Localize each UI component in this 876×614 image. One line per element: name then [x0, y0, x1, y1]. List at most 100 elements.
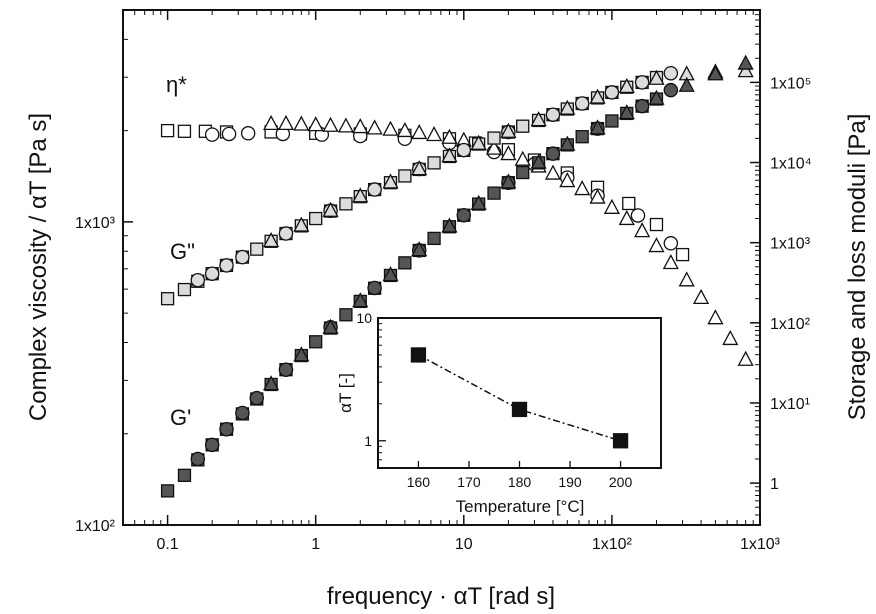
data-point: [634, 222, 651, 238]
axis-ticks: 0.1 1 10 1x10² 1x10³ 1x10² 1x10³ 1 1x10¹ 1x10² 1x1…: [75, 10, 812, 553]
data-point: [648, 69, 665, 85]
data-point: [589, 119, 606, 135]
data-point: [634, 98, 650, 114]
inset-x-tick-label: 180: [508, 474, 532, 490]
inset-axis-ticks: 160 170 180 190 200 1 10: [356, 310, 632, 490]
series-g-prime-triangle: [263, 54, 754, 391]
data-point: [235, 249, 250, 265]
data-point: [559, 135, 576, 151]
data-point: [396, 122, 413, 138]
y2-tick-label: 1x10²: [770, 316, 811, 333]
data-point: [737, 62, 754, 78]
y2-tick-label: 1x10³: [770, 236, 811, 253]
inset-chart: Temperature [°C] αT [-] 160 170 180 190 2001…: [336, 310, 662, 516]
data-point: [500, 173, 517, 189]
data-point: [177, 282, 192, 297]
series-eta-circle: [204, 126, 679, 251]
y2-tick-label: 1: [770, 476, 779, 493]
data-point: [411, 241, 428, 257]
y2-tick-label: 1x10¹: [770, 396, 810, 413]
data-point: [382, 266, 399, 282]
data-point: [589, 88, 606, 104]
data-point: [427, 231, 441, 246]
data-point: [618, 104, 635, 120]
data-point: [352, 292, 369, 308]
y2-axis-title: Storage and loss moduli [Pa]: [844, 114, 871, 421]
y-tick-label: 1x10²: [75, 518, 116, 535]
data-point: [707, 309, 724, 325]
x-axis-title: frequency · αT [rad s]: [327, 583, 555, 610]
data-point: [293, 346, 310, 362]
inset-y-axis-title: αT [-]: [336, 373, 355, 413]
data-point: [160, 484, 175, 498]
data-point: [722, 329, 739, 346]
data-point: [545, 107, 561, 122]
data-point: [456, 207, 472, 223]
data-point: [190, 451, 206, 467]
data-point: [559, 99, 576, 115]
data-point: [219, 421, 234, 437]
annotation-g-double-prime: G": [170, 239, 195, 264]
data-point: [675, 247, 690, 262]
data-point: [649, 217, 664, 232]
data-point: [470, 134, 487, 150]
y-tick-label: 1x10³: [75, 215, 116, 232]
data-point: [221, 126, 237, 142]
data-point: [678, 76, 695, 92]
data-point: [630, 208, 646, 223]
data-point: [559, 172, 576, 188]
data-point: [398, 169, 412, 183]
data-point: [382, 120, 399, 136]
data-point: [160, 292, 175, 306]
data-point: [366, 119, 383, 135]
data-point: [367, 182, 382, 197]
data-point: [352, 187, 369, 203]
inset-data-point: [511, 401, 528, 418]
data-point: [544, 164, 562, 180]
data-point: [663, 65, 679, 81]
data-point: [603, 198, 620, 214]
data-point: [662, 254, 679, 270]
data-point: [470, 194, 487, 210]
data-point: [456, 142, 472, 158]
data-point: [277, 114, 295, 131]
inset-data-point: [410, 347, 427, 363]
annotation-eta: η*: [166, 72, 187, 97]
data-point: [622, 196, 636, 211]
inset-x-tick-label: 200: [609, 474, 633, 490]
data-point: [309, 335, 323, 349]
data-point: [618, 77, 635, 94]
data-point: [235, 405, 250, 421]
plot-frame: [122, 9, 761, 526]
data-point: [263, 375, 280, 391]
data-point: [352, 118, 369, 134]
data-point: [530, 153, 547, 169]
data-point: [177, 124, 192, 138]
data-point: [293, 115, 310, 131]
data-point: [737, 350, 754, 366]
data-marks: [160, 54, 754, 498]
data-point: [322, 201, 339, 217]
annotation-g-prime: G': [170, 405, 191, 430]
data-point: [487, 131, 501, 145]
series-eta-square: [160, 123, 690, 262]
data-point: [574, 180, 591, 196]
x-tick-label: 0.1: [156, 536, 178, 553]
data-point: [574, 96, 590, 111]
data-point: [485, 139, 503, 155]
data-point: [441, 217, 458, 233]
inset-y-tick-label: 1: [364, 433, 372, 449]
data-point: [634, 75, 650, 90]
data-point: [307, 116, 324, 132]
data-point: [382, 173, 399, 189]
x-tick-label: 10: [455, 536, 473, 553]
data-point: [278, 226, 294, 241]
data-point: [516, 165, 530, 180]
data-point: [605, 114, 619, 128]
data-point: [441, 128, 458, 144]
data-point: [337, 117, 355, 133]
data-point: [678, 271, 695, 287]
inset-x-axis-title: Temperature [°C]: [456, 497, 585, 516]
data-point: [737, 54, 754, 70]
